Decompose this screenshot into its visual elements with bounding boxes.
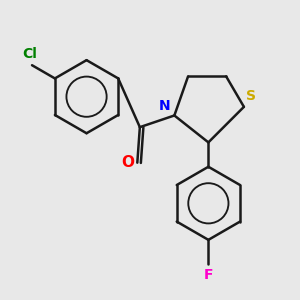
Text: F: F bbox=[204, 268, 213, 282]
Text: S: S bbox=[247, 89, 256, 103]
Text: O: O bbox=[122, 155, 135, 170]
Text: Cl: Cl bbox=[22, 47, 37, 61]
Text: N: N bbox=[159, 99, 170, 113]
